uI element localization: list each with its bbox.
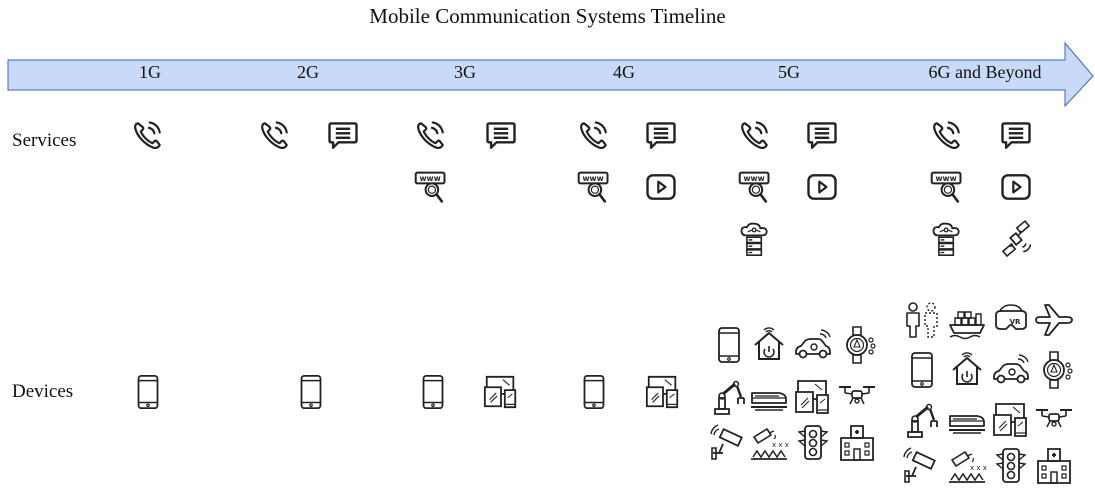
cloud-server-icon [737, 221, 773, 257]
svg-text:x x x: x x x [772, 441, 789, 449]
diagram-title: Mobile Communication Systems Timeline [369, 4, 726, 28]
message-icon [325, 118, 361, 154]
hospital-icon [837, 423, 877, 463]
generation-label-3g: 3G [454, 62, 476, 82]
svg-text:VR: VR [1010, 318, 1021, 326]
security-camera-icon [709, 423, 749, 463]
web-search-icon: www [413, 169, 449, 205]
generation-label-4g: 4G [613, 62, 635, 82]
cloud-server-icon [929, 221, 965, 257]
generation-label-2g: 2G [297, 62, 319, 82]
multi-device-icon [991, 400, 1031, 440]
smartphone-icon [902, 350, 942, 390]
airplane-icon [1034, 300, 1074, 340]
video-play-icon [643, 169, 679, 205]
web-search-icon: www [576, 169, 612, 205]
hospital-icon [1034, 446, 1074, 486]
phone-call-icon [929, 118, 965, 154]
traffic-light-icon [793, 423, 833, 463]
ship-icon [947, 300, 987, 340]
connected-car-icon [793, 325, 833, 365]
smartphone-icon [129, 373, 167, 411]
web-search-icon: www [737, 169, 773, 205]
smartwatch-icon [837, 325, 877, 365]
generation-label-5g: 5G [778, 62, 800, 82]
svg-text:x x x: x x x [970, 464, 987, 472]
smart-farming-icon: x x x [947, 446, 987, 486]
row-label-services: Services [12, 130, 77, 151]
row-label-devices: Devices [12, 381, 74, 402]
message-icon [804, 118, 840, 154]
generation-label-1g: 1G [139, 62, 161, 82]
robot-arm-icon [902, 400, 942, 440]
train-icon [749, 377, 789, 417]
message-icon [643, 118, 679, 154]
smartphone-icon [575, 373, 613, 411]
satellite-icon [998, 221, 1034, 257]
svg-text:www: www [583, 174, 604, 183]
phone-call-icon [257, 118, 293, 154]
message-icon [483, 118, 519, 154]
smartphone-icon [709, 325, 749, 365]
smartphone-icon [414, 373, 452, 411]
multi-device-icon [793, 377, 833, 417]
video-play-icon [804, 169, 840, 205]
timeline-arrow [7, 41, 1094, 108]
phone-call-icon [413, 118, 449, 154]
svg-text:www: www [744, 174, 765, 183]
digital-twin-icon [902, 300, 942, 340]
smartphone-icon [292, 373, 330, 411]
vr-headset-icon: VR [991, 300, 1031, 340]
web-search-icon: www [929, 169, 965, 205]
smart-home-icon [749, 325, 789, 365]
smartwatch-icon [1034, 350, 1074, 390]
smart-home-icon [947, 350, 987, 390]
svg-text:www: www [936, 174, 957, 183]
robot-arm-icon [709, 377, 749, 417]
phone-call-icon [576, 118, 612, 154]
phone-call-icon [130, 118, 166, 154]
security-camera-icon [902, 446, 942, 486]
multi-device-icon [644, 373, 682, 411]
traffic-light-icon [991, 446, 1031, 486]
smart-farming-icon: x x x [749, 423, 789, 463]
drone-icon [1034, 400, 1074, 440]
drone-icon [837, 377, 877, 417]
train-icon [947, 400, 987, 440]
multi-device-icon [482, 373, 520, 411]
svg-text:www: www [420, 174, 441, 183]
message-icon [998, 118, 1034, 154]
video-play-icon [998, 169, 1034, 205]
generation-label-6g-and-beyond: 6G and Beyond [928, 62, 1042, 82]
connected-car-icon [991, 350, 1031, 390]
phone-call-icon [737, 118, 773, 154]
